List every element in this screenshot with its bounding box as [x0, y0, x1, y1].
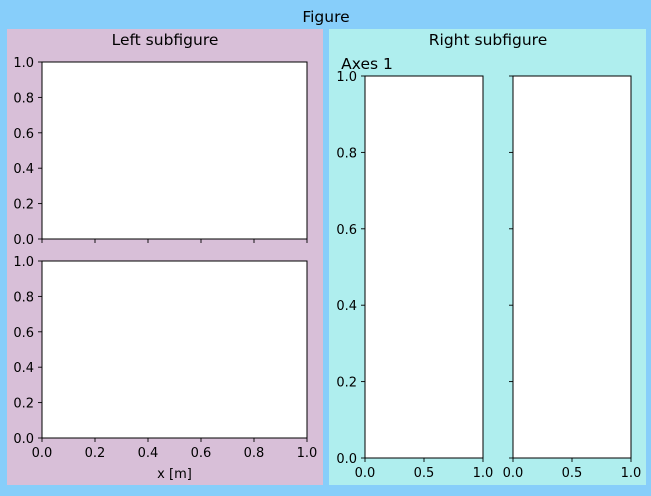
axes-layer: 0.00.20.40.60.81.00.0 0.2 0.4 0.6 0.8 1.00.00…	[13, 55, 641, 482]
x-tick-label: 0.8	[244, 446, 265, 461]
x-tick-label: 1.0	[621, 466, 642, 481]
y-tick-label: 0.8	[13, 91, 34, 106]
x-tick-label: 1.0	[473, 466, 494, 481]
y-tick-label: 0.6	[13, 127, 34, 142]
x-axis-label: x [m]	[157, 467, 192, 482]
plot-area	[41, 260, 308, 439]
y-tick-label: 0.4	[336, 299, 357, 314]
y-tick-label: 0.2	[336, 376, 357, 391]
axes-left-bottom: 0.0 0.2 0.4 0.6 0.8 1.0 0.0 0.2 0.4 0.6 0.8 1.0 x [m…	[13, 255, 317, 482]
y-tick-label: 0.8	[336, 146, 357, 161]
plot-area	[41, 61, 308, 240]
y-tick-label: 1.0	[336, 70, 357, 85]
y-tick-label: 0.4	[13, 162, 34, 177]
plot-area	[512, 75, 632, 459]
y-tick-label: 1.0	[13, 255, 34, 270]
y-tick-label: 0.0	[13, 233, 34, 248]
x-tick-label: 0.4	[138, 446, 159, 461]
y-tick-label: 1.0	[13, 56, 34, 71]
x-tick-label: 0.0	[355, 466, 376, 481]
y-tick-label: 0.4	[13, 361, 34, 376]
figure-title: Figure	[302, 8, 349, 26]
axes-left-top: 0.0 0.2 0.4 0.6 0.8 1.0	[13, 56, 308, 248]
x-tick-label: 0.6	[191, 446, 212, 461]
x-tick-label: 0.0	[503, 466, 524, 481]
x-tick-label: 0.5	[562, 466, 583, 481]
y-tick-label: 0.2	[13, 198, 34, 213]
right-subfigure-title: Right subfigure	[429, 31, 547, 49]
y-tick-label: 0.8	[13, 290, 34, 305]
y-tick-label: 0.0	[13, 432, 34, 447]
y-tick-label: 0.2	[13, 397, 34, 412]
y-tick-label: 0.6	[13, 326, 34, 341]
x-tick-label: 0.0	[32, 446, 53, 461]
axes-title: Axes 1	[341, 55, 393, 73]
y-tick-label: 0.0	[336, 452, 357, 467]
axes-right-2: 0.0 0.5 1.0	[503, 75, 642, 481]
x-tick-label: 1.0	[297, 446, 318, 461]
y-tick-label: 0.6	[336, 223, 357, 238]
x-tick-label: 0.2	[85, 446, 106, 461]
x-tick-label: 0.5	[414, 466, 435, 481]
plot-area	[364, 75, 484, 459]
left-subfigure-title: Left subfigure	[112, 31, 219, 49]
